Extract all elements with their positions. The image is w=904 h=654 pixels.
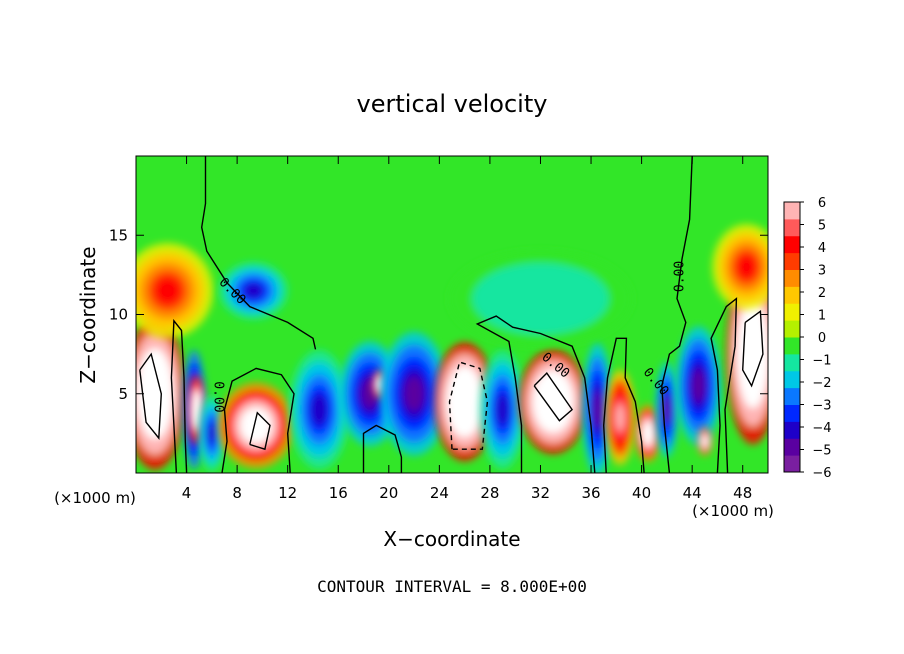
colorbar-swatch — [784, 438, 800, 456]
colorbar-swatch — [784, 387, 800, 405]
colorbar-tick-label: 1 — [818, 309, 826, 324]
contour-line — [139, 352, 163, 440]
colorbar-tick-label: −4 — [812, 421, 831, 436]
colorbar-tick-label: −6 — [812, 466, 831, 481]
contour-line — [448, 361, 489, 450]
velocity-cell — [675, 326, 722, 446]
colorbar-swatch — [784, 218, 800, 237]
x-tick-label: 20 — [379, 484, 398, 502]
x-unit-left: (×1000 m) — [54, 489, 136, 507]
x-tick-label: 36 — [581, 484, 600, 502]
y-tick-label: 5 — [118, 385, 128, 403]
colorbar-swatch — [784, 337, 800, 355]
colorbar-swatch — [784, 235, 800, 254]
contour-line — [475, 315, 596, 473]
velocity-cell — [136, 243, 214, 339]
x-axis-label: X−coordinate — [383, 527, 520, 551]
contour-line — [710, 297, 738, 473]
contour-line — [221, 367, 295, 473]
velocity-cell — [218, 382, 294, 469]
y-tick-label: 15 — [109, 226, 128, 244]
contour-line — [362, 424, 403, 473]
y-axis: 5 10 15 — [109, 226, 768, 403]
colorbar-tick-label: −2 — [812, 376, 831, 391]
x-tick-label: 40 — [632, 484, 651, 502]
colorbar-tick-label: 0 — [818, 331, 826, 346]
contour-label: 0.00 — [672, 261, 687, 292]
chart-title: vertical velocity — [357, 90, 548, 118]
x-unit-right: (×1000 m) — [692, 502, 774, 520]
contour-line — [741, 309, 764, 388]
colorbar-tick-label: 3 — [818, 264, 826, 279]
colorbar-tick-label: 4 — [818, 241, 826, 256]
x-tick-label: 24 — [430, 484, 449, 502]
colorbar-tick-label: 2 — [818, 286, 826, 301]
colorbar-swatch — [784, 370, 800, 389]
x-tick-label: 4 — [182, 484, 192, 502]
velocity-cell — [697, 427, 713, 456]
colorbar: 6 5 4 3 2 1 0 −1 −2 −3 −4 −5 −6 — [783, 196, 832, 481]
contour-line — [200, 156, 317, 350]
contour-line — [602, 337, 645, 473]
x-axis: 4 8 12 16 20 24 28 32 36 40 44 48 — [182, 156, 752, 502]
colorbar-swatch — [784, 286, 800, 304]
x-tick-label: 16 — [329, 484, 348, 502]
colorbar-swatch — [784, 404, 800, 422]
contour-line — [170, 318, 188, 473]
colorbar-swatch — [784, 202, 800, 220]
colorbar-swatch — [784, 303, 800, 321]
colorbar-tick-label: −5 — [812, 444, 831, 459]
colorbar-swatch — [784, 269, 800, 287]
colorbar-swatch — [784, 455, 800, 473]
velocity-cell — [604, 369, 636, 466]
contour-line — [249, 411, 271, 451]
velocity-cell — [136, 317, 186, 470]
velocity-cell — [198, 395, 226, 472]
x-tick-label: 8 — [232, 484, 242, 502]
velocity-cell — [634, 404, 662, 462]
x-tick-label: 48 — [733, 484, 752, 502]
colorbar-tick-label: −1 — [812, 354, 831, 369]
zero-contours: 0.000.000.00 0.000.00 — [139, 156, 764, 473]
colorbar-swatch — [784, 252, 800, 270]
x-tick-label: 28 — [480, 484, 499, 502]
velocity-cell — [449, 251, 632, 347]
colorbar-tick-label: 6 — [818, 196, 826, 211]
x-tick-label: 12 — [278, 484, 297, 502]
velocity-cell — [712, 224, 768, 310]
velocity-cell — [434, 342, 495, 462]
y-tick-label: 10 — [109, 306, 128, 324]
colorbar-swatch — [784, 320, 800, 338]
colorbar-tick-label: 5 — [818, 219, 826, 234]
contour-label: 0.00 — [210, 381, 225, 412]
velocity-field — [136, 224, 768, 473]
x-tick-label: 32 — [531, 484, 550, 502]
contour-line — [661, 156, 693, 473]
velocity-cell — [479, 350, 526, 470]
colorbar-swatch — [784, 421, 800, 439]
contour-line — [533, 372, 574, 422]
velocity-cell — [379, 331, 449, 456]
x-tick-label: 44 — [683, 484, 702, 502]
colorbar-swatch — [784, 353, 800, 372]
colorbar-tick-label: −3 — [812, 399, 831, 414]
y-axis-label: Z−coordinate — [76, 246, 100, 383]
velocity-cell — [288, 350, 350, 470]
contour-interval-note: CONTOUR INTERVAL = 8.000E+00 — [317, 577, 587, 596]
